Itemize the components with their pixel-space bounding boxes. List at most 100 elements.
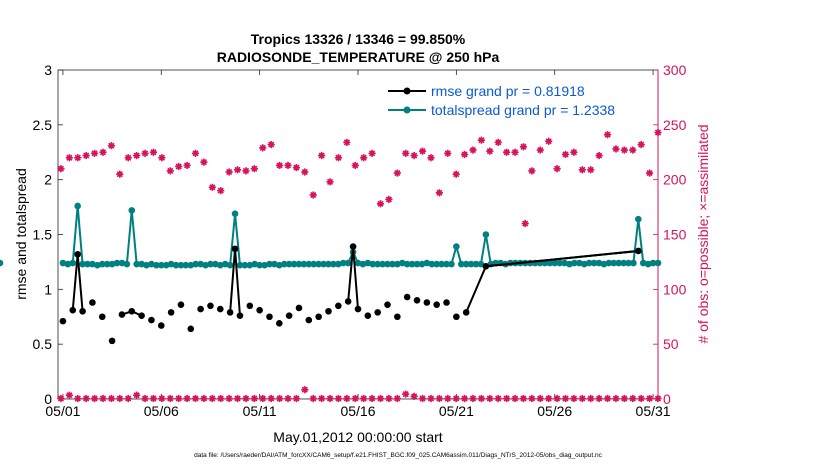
rmse-point (69, 306, 77, 314)
obs-assimilated-point-core (319, 396, 325, 401)
obs-assimilated-point-core (369, 396, 375, 401)
obs-assimilated-point (645, 394, 654, 403)
spread-line-segment (130, 210, 138, 265)
obs-assimilated-point (469, 394, 477, 403)
spread-point (212, 260, 219, 268)
obs-assimilated-point-core (66, 392, 72, 398)
rmse-point (374, 309, 381, 316)
y-right-tick-label: 100 (663, 281, 687, 297)
obs-possible-point (191, 149, 200, 157)
spread-point (0, 259, 4, 267)
obs-assimilated-point-core (201, 396, 207, 401)
obs-possible-point-core (142, 150, 148, 156)
spread-point (413, 260, 421, 268)
obs-assimilated-point-core (453, 396, 459, 401)
spread-point (546, 259, 554, 267)
y-axis-left-label: rmse and totalspread (13, 168, 29, 300)
obs-possible-point-core (647, 170, 652, 176)
obs-assimilated-point-core (285, 396, 291, 401)
spread-point (359, 260, 367, 268)
obs-assimilated-point-core (134, 392, 140, 398)
obs-possible-point-core (428, 155, 434, 161)
obs-possible-point (645, 169, 654, 177)
spread-point (231, 210, 239, 217)
obs-possible-point (376, 200, 385, 208)
obs-possible-point (166, 167, 174, 175)
obs-possible-point-core (436, 190, 442, 196)
obs-assimilated-point-core (92, 396, 97, 401)
obs-assimilated-point-core (294, 396, 299, 401)
obs-assimilated-point (225, 394, 233, 403)
spread-point (271, 260, 278, 268)
spread-point (226, 261, 234, 269)
chart-title-line2: RADIOSONDE_TEMPERATURE @ 250 hPa (217, 49, 500, 65)
obs-assimilated-point-core (647, 396, 652, 401)
obs-assimilated-point-core (420, 396, 425, 401)
obs-possible-point (133, 151, 141, 160)
spread-point (98, 260, 106, 268)
spread-point (305, 260, 313, 268)
obs-possible-point-core (361, 155, 367, 161)
data-file-footer: data file: /Users/raeder/DAI/ATM_forcXX/… (194, 452, 603, 459)
spread-point (374, 260, 381, 268)
obs-assimilated-point (82, 394, 90, 403)
obs-possible-point (360, 154, 368, 162)
obs-assimilated-point (612, 394, 620, 403)
obs-possible-point (208, 183, 216, 191)
obs-assimilated-point (528, 394, 536, 403)
rmse-point (276, 320, 283, 327)
obs-possible-point (259, 144, 267, 152)
obs-possible-point-core (378, 201, 383, 207)
y-axis-right-label: # of obs: o=possible; ×=assimilated (695, 124, 711, 343)
obs-assimilated-point (217, 394, 225, 403)
obs-possible-point-core (92, 150, 97, 156)
obs-assimilated-point-core (159, 396, 165, 401)
obs-assimilated-point (65, 391, 73, 399)
spread-point (379, 260, 386, 268)
obs-assimilated-point-core (411, 393, 417, 399)
x-tick-label: 05/31 (636, 403, 671, 419)
obs-possible-point-core (479, 137, 484, 143)
obs-assimilated-point (175, 394, 183, 403)
spread-point (635, 215, 642, 223)
spread-point (610, 259, 618, 267)
obs-possible-point-core (529, 168, 535, 174)
rmse-point (138, 312, 145, 319)
rmse-line-segment (465, 265, 487, 313)
spread-point (403, 260, 411, 268)
x-axis-label: May.01,2012 00:00:00 start (273, 429, 443, 445)
obs-possible-point (301, 168, 309, 176)
x-tick-label: 05/21 (439, 403, 474, 419)
obs-possible-point (107, 142, 116, 150)
series-layer (0, 128, 662, 403)
legend-spread-marker (403, 106, 411, 114)
spread-line-segment (234, 213, 241, 266)
obs-assimilated-point-core (571, 396, 577, 401)
obs-possible-point-core (159, 155, 165, 161)
obs-possible-point (486, 147, 494, 155)
obs-possible-point (318, 151, 326, 160)
obs-assimilated-point (166, 394, 174, 403)
y-left-tick-label: 2.5 (33, 117, 53, 133)
rmse-point (394, 313, 401, 321)
obs-possible-point-core (336, 155, 341, 161)
obs-possible-point (175, 162, 183, 171)
obs-assimilated-point-core (193, 396, 198, 401)
spread-point (364, 259, 372, 267)
obs-assimilated-point-core (386, 396, 392, 401)
obs-assimilated-point-core (260, 396, 266, 401)
spread-point (453, 243, 460, 250)
obs-possible-point (410, 151, 418, 160)
obs-possible-point-core (403, 150, 409, 156)
rmse-point (315, 313, 322, 321)
spread-point (182, 261, 190, 269)
y-right-tick-label: 200 (663, 172, 687, 188)
spread-point (398, 259, 406, 267)
spread-point (128, 207, 136, 214)
obs-assimilated-point (503, 394, 511, 403)
obs-possible-point (158, 154, 166, 162)
obs-assimilated-point (318, 394, 326, 403)
spread-point (482, 231, 490, 238)
obs-possible-point (326, 178, 334, 186)
